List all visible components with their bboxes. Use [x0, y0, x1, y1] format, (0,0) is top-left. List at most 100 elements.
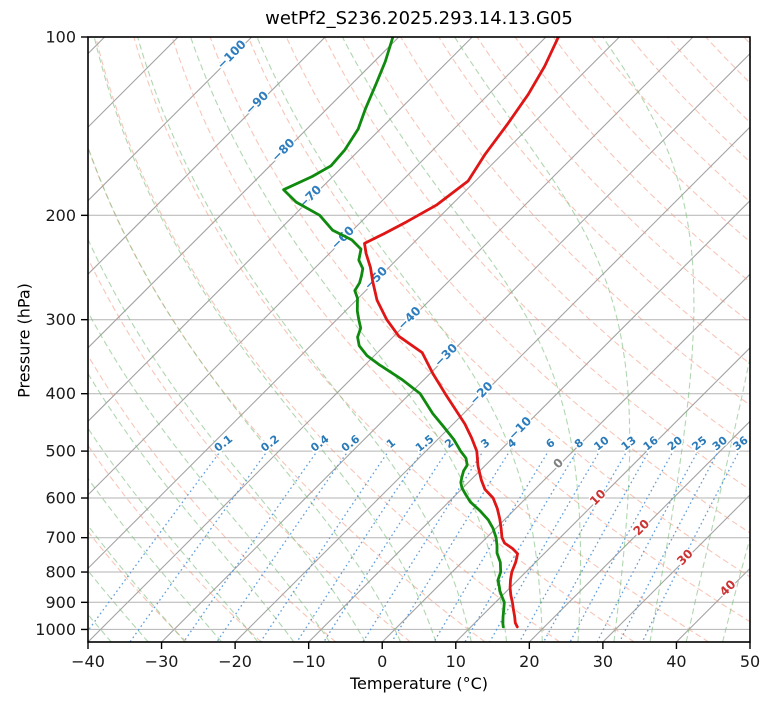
- y-tick-label: 200: [45, 206, 76, 225]
- plot-border: [87, 36, 751, 643]
- moist-adiabat: [93, 37, 437, 642]
- isotherm-line: [749, 641, 750, 642]
- isotherm-line: [88, 37, 694, 642]
- mixing-ratio-line: [259, 453, 388, 642]
- isotherm-line: [381, 273, 750, 642]
- isotherm-label: −60: [328, 223, 357, 252]
- isotherm-label: 30: [674, 546, 696, 568]
- y-tick-label: 300: [45, 310, 76, 329]
- y-axis-label: Pressure (hPa): [14, 283, 34, 398]
- plot-area: −100−90−80−70−60−50−40−30−20−10010203040…: [88, 37, 750, 642]
- dry-adiabats: [88, 37, 750, 642]
- mixing-ratio-label: 1: [384, 436, 398, 451]
- mixing-ratio-label: 6: [544, 436, 558, 451]
- moist-adiabat: [88, 524, 186, 642]
- dry-adiabat: [476, 37, 750, 324]
- moist-adiabat: [88, 477, 223, 642]
- x-tick-label: −30: [145, 652, 179, 671]
- isotherms: [88, 37, 750, 642]
- dry-adiabat: [88, 444, 262, 642]
- x-axis-label: Temperature (°C): [349, 674, 489, 693]
- mixing-ratio-line: [489, 453, 599, 642]
- dry-adiabat: [88, 530, 187, 642]
- isotherm-line: [234, 126, 750, 642]
- moist-adiabat: [137, 37, 472, 642]
- dry-adiabat: [247, 37, 750, 578]
- y-ticks: 100 200 300 400 500 600 700 800 900 1000: [35, 28, 88, 639]
- y-tick-label: 500: [45, 442, 76, 461]
- mixing-ratio-line: [596, 453, 698, 642]
- isotherm-line: [161, 52, 750, 642]
- x-tick-label: 50: [740, 652, 760, 671]
- isotherm-label: −100: [214, 37, 249, 72]
- dry-adiabat: [88, 354, 337, 642]
- dewpoint-curve: [282, 37, 506, 629]
- moist-adiabats: [88, 37, 750, 642]
- mixing-ratio-label: 10: [592, 433, 612, 453]
- moist-adiabat: [722, 536, 750, 642]
- isotherm-line: [88, 37, 253, 202]
- isotherm-label: −30: [431, 341, 460, 370]
- moist-adiabat: [88, 237, 366, 642]
- dry-adiabat: [400, 37, 750, 406]
- mixing-ratio-line: [518, 453, 627, 642]
- x-ticks: −40 −30 −20 −10 0 10 20 30 40 50: [71, 642, 760, 671]
- mixing-ratio-line: [129, 453, 266, 642]
- isotherm-line: [676, 567, 750, 642]
- isotherm-label: −90: [242, 88, 271, 117]
- moist-adiabat: [454, 37, 631, 642]
- moist-adiabat: [341, 37, 582, 642]
- isotherm-line: [455, 347, 750, 642]
- y-tick-label: 800: [45, 563, 76, 582]
- x-tick-label: 20: [519, 652, 539, 671]
- mixing-ratio-label: 13: [619, 434, 639, 454]
- moist-adiabat: [88, 427, 259, 642]
- mixing-ratio-label: 8: [572, 436, 586, 451]
- isotherm-label: 20: [631, 517, 653, 539]
- isotherm-line: [88, 37, 547, 496]
- chart-title: wetPf2_S236.2025.293.14.13.G05: [265, 8, 573, 29]
- isotherm-line: [88, 37, 473, 423]
- mixing-ratio-line: [619, 453, 718, 642]
- temperature-curve: [363, 37, 560, 629]
- x-tick-label: −10: [292, 652, 326, 671]
- mixing-ratio-line: [183, 453, 316, 642]
- isotherm-label: −80: [269, 136, 298, 165]
- mixing-ratio-line: [641, 453, 739, 642]
- x-tick-label: −40: [71, 652, 105, 671]
- mixing-ratio-line: [216, 453, 347, 642]
- moist-adiabat: [685, 355, 750, 642]
- dry-adiabat: [705, 37, 750, 84]
- isotherm-label: −20: [467, 379, 496, 408]
- y-tick-label: 700: [45, 528, 76, 547]
- dry-adiabat: [88, 257, 411, 642]
- dry-adiabat: [171, 37, 709, 642]
- x-tick-label: −20: [218, 652, 252, 671]
- x-tick-label: 10: [446, 652, 466, 671]
- isotherm-label: −70: [295, 182, 324, 211]
- moist-adiabat: [88, 372, 295, 642]
- isotherm-line: [602, 494, 750, 642]
- dry-adiabat: [743, 37, 750, 45]
- y-tick-label: 1000: [35, 620, 76, 639]
- isotherm-label: −40: [395, 304, 424, 333]
- mixing-ratio-label: 16: [641, 433, 661, 453]
- mixing-ratio-label: 30: [710, 433, 730, 453]
- x-tick-label: 30: [593, 652, 613, 671]
- moist-adiabat: [256, 37, 543, 642]
- mixing-ratio-label: 25: [689, 434, 709, 454]
- x-tick-label: 0: [377, 652, 387, 671]
- dry-adiabat: [590, 37, 750, 203]
- y-tick-label: 600: [45, 489, 76, 508]
- isotherm-label: 0: [550, 455, 566, 471]
- isotherm-line: [308, 199, 750, 642]
- dry-adiabat: [514, 37, 750, 283]
- mixing-ratio-line: [543, 453, 649, 642]
- y-tick-label: 900: [45, 593, 76, 612]
- mixing-ratio-line: [296, 453, 422, 642]
- isotherm-line: [88, 37, 326, 275]
- moist-adiabat: [190, 37, 508, 642]
- dry-adiabat: [362, 37, 750, 448]
